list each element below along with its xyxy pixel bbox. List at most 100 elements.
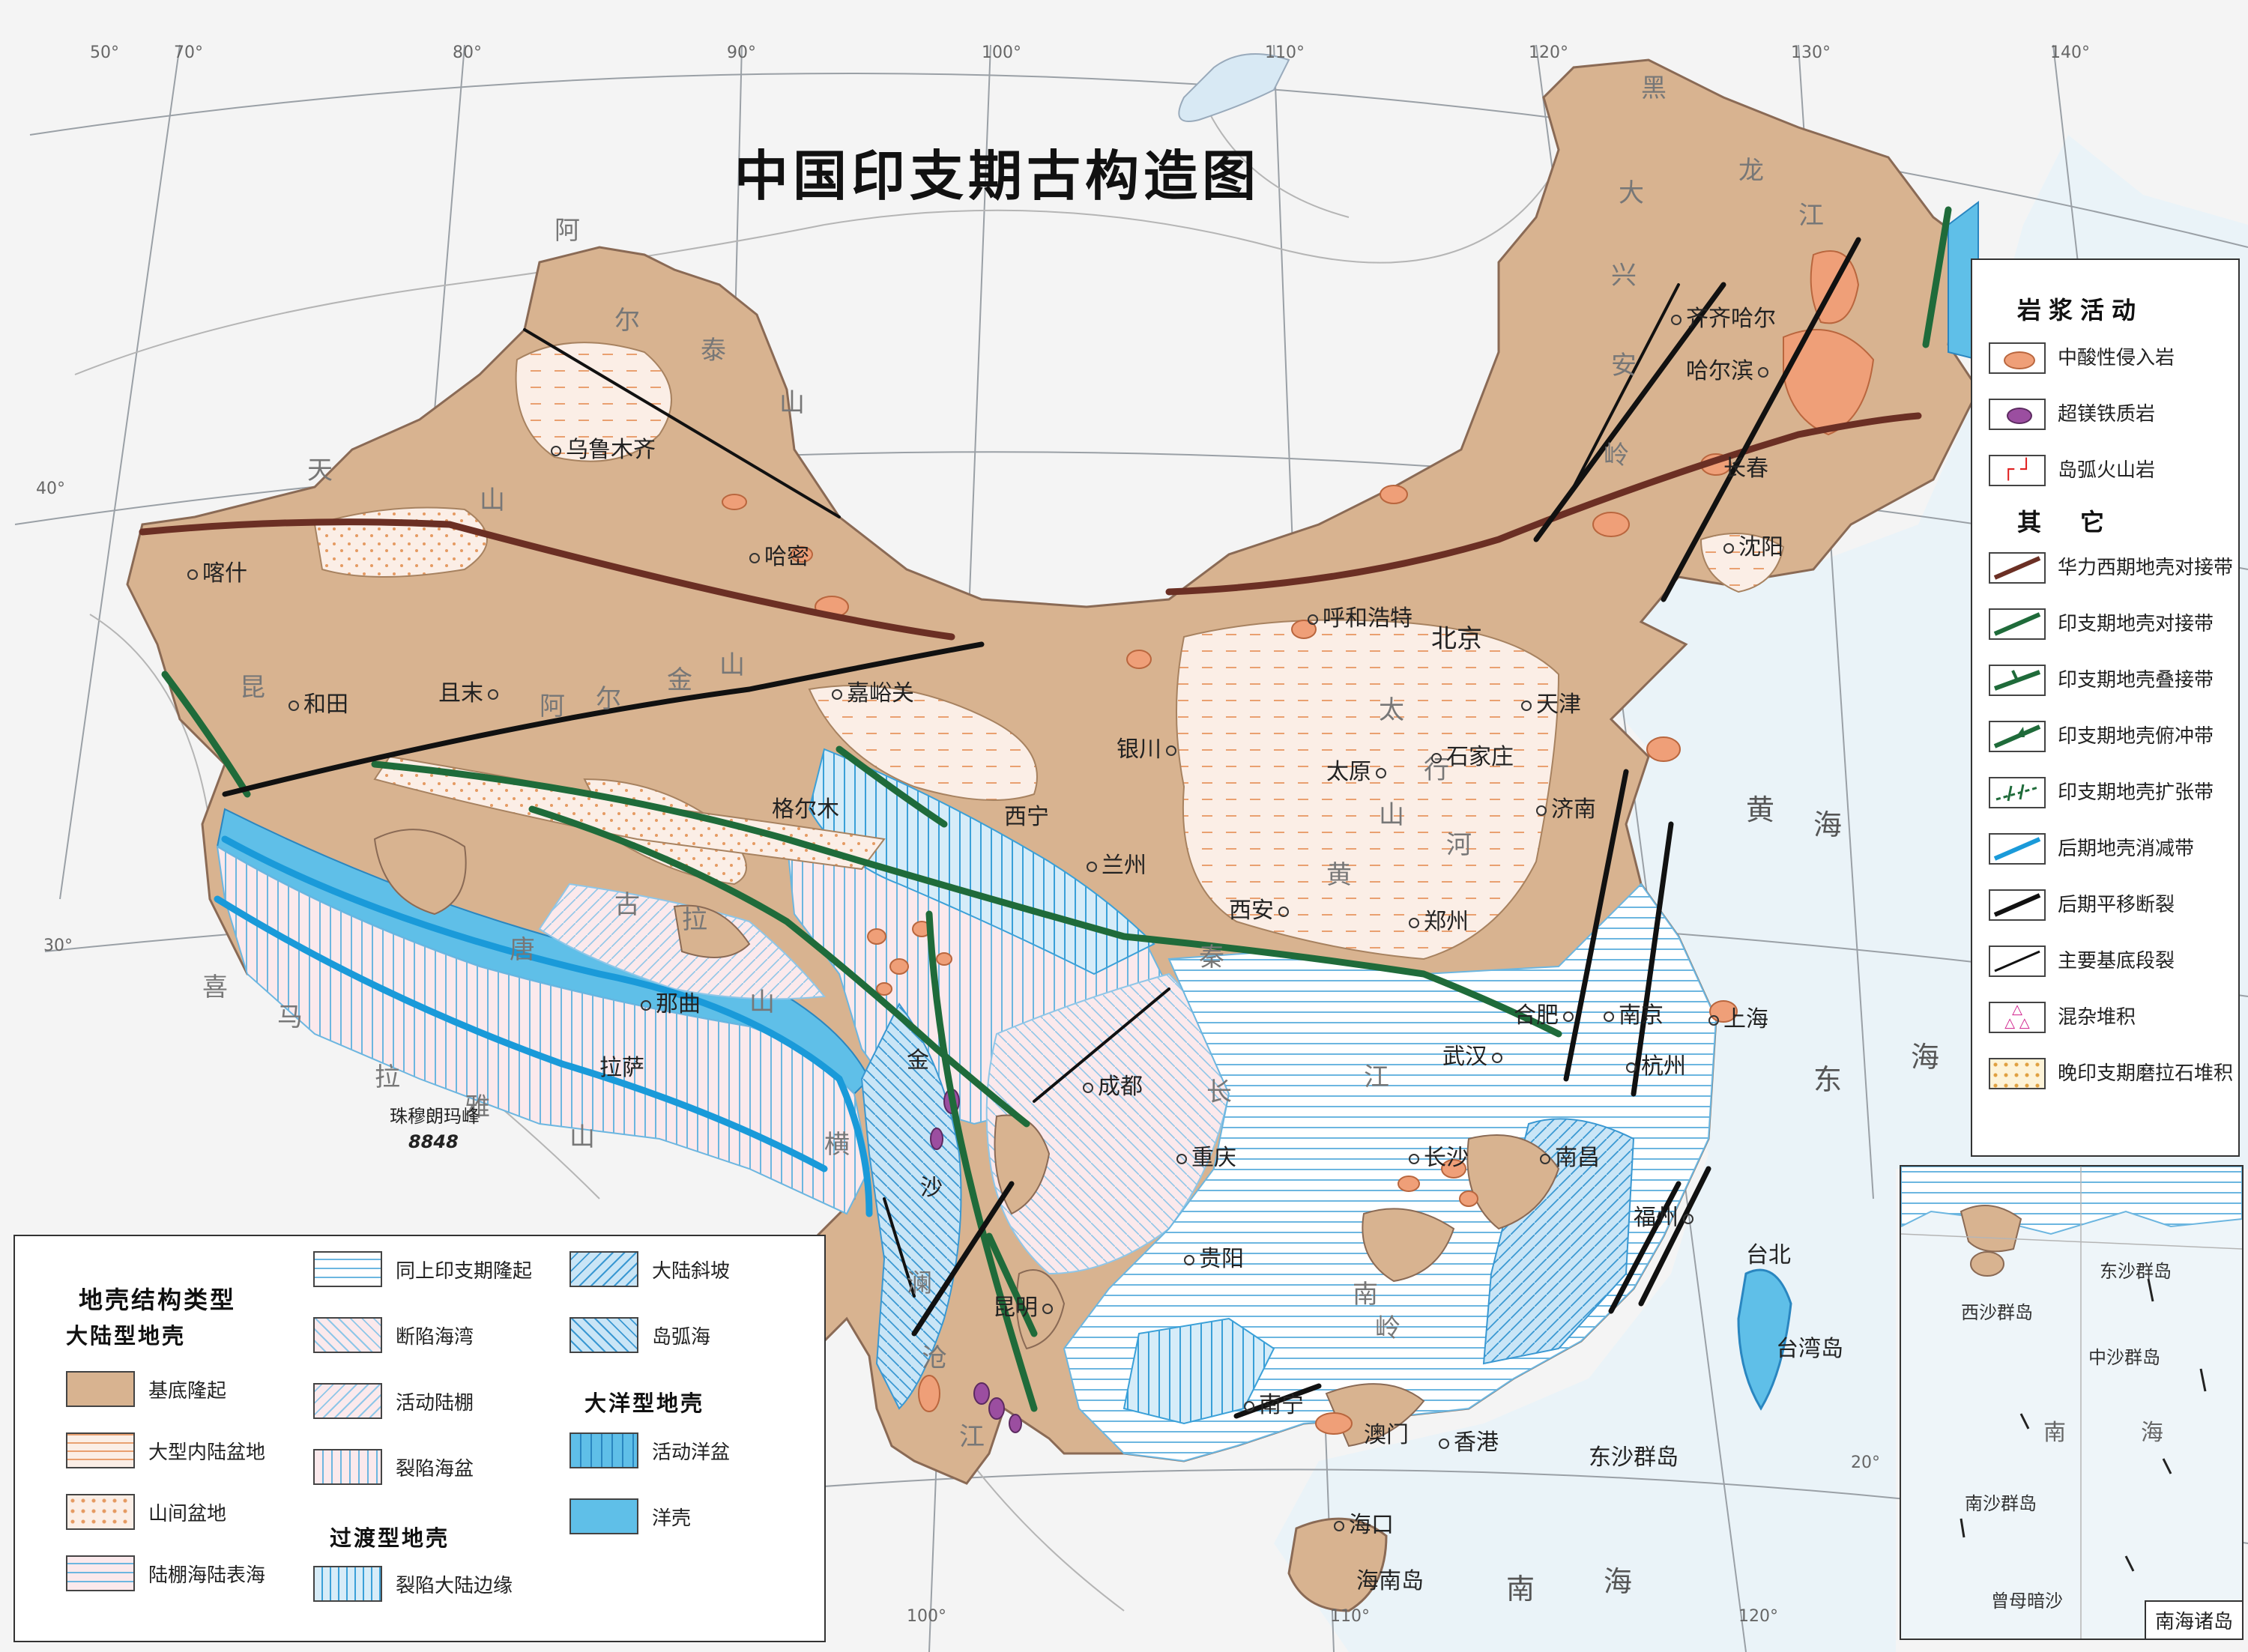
inset-title: 南海诸岛 xyxy=(2144,1600,2242,1639)
city-label: 南京 xyxy=(1604,996,1664,1029)
city-dot-icon xyxy=(1626,1062,1637,1073)
city-dot-icon xyxy=(1439,1438,1449,1449)
lat-label: 20° xyxy=(1851,1453,1880,1472)
city-name: 澳门 xyxy=(1364,1422,1409,1448)
uplift-blocks xyxy=(373,829,1560,1447)
legend-label: 超镁铁质岩 xyxy=(2058,403,2156,426)
city-label: 香港 xyxy=(1439,1423,1499,1456)
city-label: 天津 xyxy=(1521,686,1581,718)
city-name: 重庆 xyxy=(1191,1145,1236,1171)
legend-label: 洋壳 xyxy=(652,1507,692,1530)
heilongjiang-char: 江 xyxy=(1798,201,1824,231)
city-name: 福州 xyxy=(1634,1205,1679,1231)
legend-item: 超镁铁质岩 xyxy=(1989,399,2234,430)
city-label: 哈密 xyxy=(749,538,809,571)
tianshan-char: 天 xyxy=(307,456,333,485)
city-label: 喀什 xyxy=(187,554,247,587)
city-name: 海口 xyxy=(1349,1512,1394,1538)
taiwan-label: 台湾岛 xyxy=(1776,1336,1843,1362)
city-name: 嘉峪关 xyxy=(847,680,914,707)
molasse-swatch-icon xyxy=(1989,1058,2046,1089)
city-label: 南宁 xyxy=(1244,1386,1304,1419)
legend-label: 晚印支期磨拉石堆积 xyxy=(2058,1062,2234,1085)
jinsha-char: 金 xyxy=(907,1047,929,1074)
city-dot-icon xyxy=(1521,700,1532,711)
north-china-basin xyxy=(1176,619,1560,960)
city-dot-icon xyxy=(1176,1153,1187,1164)
south-china-sea-inset: 东沙群岛 西沙群岛 中沙群岛 南沙群岛 曾母暗沙 南 海 南海诸岛 xyxy=(1900,1165,2244,1640)
legend-item: 岛弧海 xyxy=(569,1317,710,1353)
lat-label: 40° xyxy=(36,479,65,498)
city-dot-icon xyxy=(288,700,299,711)
lancang-char: 沧 xyxy=(922,1343,947,1373)
lon-label: 80° xyxy=(453,43,482,62)
legend-item: 同上印支期隆起 xyxy=(313,1251,532,1287)
hercynian-sutures xyxy=(139,412,1922,641)
later-subduction-swatch-icon xyxy=(1989,833,2046,865)
island-arc-sea-swatch-icon xyxy=(569,1317,638,1353)
city-name: 齐齐哈尔 xyxy=(1686,306,1776,332)
epicontinental-sea-swatch-icon xyxy=(66,1555,135,1591)
legend-label: 岛弧火山岩 xyxy=(2058,459,2156,482)
kunlun-label: 昆 xyxy=(240,673,265,703)
tanggula-char: 山 xyxy=(749,987,775,1017)
city-name: 太原 xyxy=(1326,759,1371,785)
city-dot-icon xyxy=(1409,917,1419,928)
lon-label: 70° xyxy=(174,43,203,62)
inset-label: 东沙群岛 xyxy=(2100,1261,2172,1282)
altai-char: 尔 xyxy=(614,306,640,336)
legend-label: 同上印支期隆起 xyxy=(396,1259,533,1283)
city-label: 南昌 xyxy=(1540,1139,1600,1172)
indosinian-overlap-swatch-icon xyxy=(1989,665,2046,696)
legend-item: 洋壳 xyxy=(569,1498,691,1534)
city-dot-icon xyxy=(1723,542,1734,554)
city-label: 呼和浩特 xyxy=(1308,599,1412,632)
city-name: 石家庄 xyxy=(1446,744,1514,770)
city-label: 长春 xyxy=(1723,450,1768,482)
continental-slope-swatch-icon xyxy=(569,1251,638,1287)
crust-legend-title: 地壳结构类型 xyxy=(79,1286,237,1314)
city-name: 上海 xyxy=(1723,1006,1768,1032)
altun-char: 阿 xyxy=(540,692,565,721)
later-subduction xyxy=(214,835,873,1217)
capital-label: 北京 xyxy=(1431,618,1482,655)
city-name: 杭州 xyxy=(1641,1053,1686,1080)
intrusive-swatch-icon xyxy=(1989,342,2046,374)
legend-item: 断陷海湾 xyxy=(313,1317,474,1353)
legend-item: 华力西期地壳对接带 xyxy=(1989,552,2234,584)
liaohe-basin xyxy=(1699,533,1785,593)
indosinian-sutures xyxy=(161,206,1952,1412)
altun-char: 金 xyxy=(667,665,692,695)
east-sea-char: 东 xyxy=(1813,1063,1843,1096)
city-name: 兰州 xyxy=(1102,853,1146,879)
basement-faults xyxy=(523,283,1680,1298)
indosinian-uplift-swatch-icon xyxy=(313,1251,382,1287)
city-name: 拉萨 xyxy=(599,1055,644,1081)
lat-label: 30° xyxy=(43,937,73,955)
city-dot-icon xyxy=(749,552,760,563)
heilongjiang-char: 龙 xyxy=(1738,156,1764,186)
south-sea-char: 南 xyxy=(1506,1573,1535,1606)
basement-uplift-swatch-icon xyxy=(66,1371,135,1407)
city-name: 台北 xyxy=(1746,1242,1791,1268)
city-label: 和田 xyxy=(288,686,348,718)
city-label: 杭州 xyxy=(1626,1047,1686,1080)
active-shelf-swatch-icon xyxy=(313,1383,382,1419)
legend-label: 华力西期地壳对接带 xyxy=(2058,557,2234,579)
lancang-char: 澜 xyxy=(907,1268,932,1298)
city-name: 武汉 xyxy=(1442,1044,1487,1070)
ocean-crust-swatch-icon xyxy=(569,1498,638,1534)
city-dot-icon xyxy=(187,569,198,580)
legend-label: 大型内陆盆地 xyxy=(148,1441,266,1464)
inset-drawing xyxy=(1901,1167,2242,1639)
melange-swatch-icon: △ △ △ xyxy=(1989,1002,2046,1033)
faulted-bay-swatch-icon xyxy=(313,1317,382,1353)
city-name: 济南 xyxy=(1551,796,1596,823)
inset-label: 西沙群岛 xyxy=(1961,1302,2033,1323)
city-name: 西宁 xyxy=(1004,804,1049,830)
legend-label: 大陆斜坡 xyxy=(652,1259,731,1283)
everest-height: 8848 xyxy=(408,1131,459,1152)
oceanic-title: 大洋型地壳 xyxy=(584,1391,705,1416)
legend-item: 后期平移断裂 xyxy=(1989,889,2234,921)
city-name: 呼和浩特 xyxy=(1323,605,1412,632)
